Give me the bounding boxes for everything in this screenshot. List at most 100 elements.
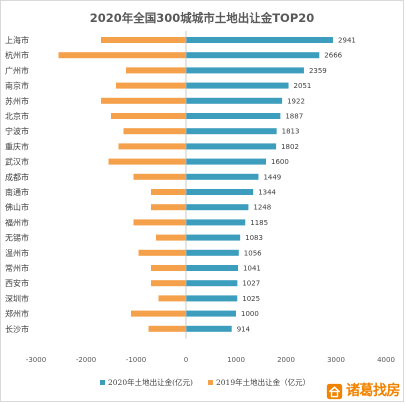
legend: 2020年土地出让金(亿元) 2019年土地出让金（亿元） <box>100 377 310 387</box>
x-tick-4: 1000 <box>227 356 245 364</box>
bar-2020-6 <box>186 128 277 135</box>
x-axis-ticks: -3000 -2000 -1000 0 1000 2000 3000 4000 <box>26 356 395 364</box>
bar-2020-19 <box>186 325 232 332</box>
value-label-9: 1449 <box>263 173 281 181</box>
category-label-15: 常州市 <box>5 263 29 273</box>
bar-2020-1 <box>186 52 320 59</box>
category-label-2: 广州市 <box>5 65 29 75</box>
bar-2020-16 <box>186 280 238 287</box>
bar-2019-1 <box>58 52 186 59</box>
legend-label-0: 2020年土地出让金(亿元) <box>108 377 193 387</box>
bar-2019-2 <box>126 67 186 74</box>
bar-2019-3 <box>116 82 186 89</box>
category-label-16: 西安市 <box>5 278 29 288</box>
bar-2019-16 <box>151 280 186 287</box>
value-labels: 2941 2666 2359 2051 1922 1887 1813 1802 1600 1449… <box>237 37 356 334</box>
value-label-19: 914 <box>237 325 251 333</box>
bar-2020-4 <box>186 97 283 104</box>
value-label-3: 2051 <box>294 82 312 90</box>
bar-2019-17 <box>158 295 186 302</box>
bar-2020-11 <box>186 204 249 211</box>
bar-2020-7 <box>186 143 277 150</box>
brand-watermark: 诸葛找房 <box>326 383 401 400</box>
category-label-13: 无锡市 <box>5 233 29 243</box>
bar-2019-14 <box>138 249 186 256</box>
value-label-12: 1185 <box>250 219 268 227</box>
category-label-18: 郑州市 <box>5 309 29 319</box>
category-label-8: 武汉市 <box>5 157 29 167</box>
value-label-6: 1813 <box>282 128 300 136</box>
x-tick-6: 3000 <box>327 356 345 364</box>
category-label-17: 深圳市 <box>5 293 29 303</box>
bar-2020-15 <box>186 265 239 271</box>
bar-2019-11 <box>151 204 186 211</box>
x-tick-1: -2000 <box>76 356 96 364</box>
bar-2020-10 <box>186 189 254 195</box>
bar-2019-7 <box>118 143 186 150</box>
value-label-13: 1083 <box>245 234 263 242</box>
bar-2019-10 <box>151 189 186 195</box>
house-logo-icon <box>326 383 343 400</box>
bar-2019-8 <box>108 158 186 165</box>
bar-2020-9 <box>186 173 259 180</box>
category-label-10: 南通市 <box>5 187 29 197</box>
value-label-16: 1027 <box>242 280 260 288</box>
bar-2019-13 <box>156 234 186 241</box>
category-label-3: 南京市 <box>5 81 29 91</box>
chart-title: 2020年全国300城城市土地出让金TOP20 <box>90 11 315 25</box>
bar-2019-12 <box>133 219 186 226</box>
category-label-19: 长沙市 <box>5 324 29 334</box>
category-label-9: 成都市 <box>5 172 29 182</box>
category-label-12: 福州市 <box>5 217 29 227</box>
x-tick-3: 0 <box>184 356 188 364</box>
bar-2020-12 <box>186 219 246 226</box>
bar-2019-4 <box>101 97 186 104</box>
category-label-14: 温州市 <box>5 248 29 258</box>
value-label-5: 1887 <box>285 113 303 121</box>
bar-2020-3 <box>186 82 289 89</box>
value-label-1: 2666 <box>324 52 342 60</box>
bars-group <box>58 37 334 332</box>
bar-2020-17 <box>186 295 238 302</box>
x-tick-2: -1000 <box>126 356 146 364</box>
category-labels: 上海市杭州市广州市南京市苏州市北京市宁波市重庆市武汉市成都市南通市佛山市福州市无… <box>5 35 29 334</box>
category-label-7: 重庆市 <box>5 141 29 151</box>
bar-2020-14 <box>186 249 239 256</box>
value-label-18: 1000 <box>241 310 259 318</box>
bar-2019-0 <box>101 37 186 43</box>
value-label-2: 2359 <box>309 67 327 75</box>
legend-label-1: 2019年土地出让金（亿元） <box>216 377 310 387</box>
category-label-6: 宁波市 <box>5 126 29 136</box>
value-label-4: 1922 <box>287 97 305 105</box>
legend-swatch-1 <box>208 380 213 385</box>
bar-2020-5 <box>186 113 281 119</box>
value-label-8: 1600 <box>271 158 289 166</box>
category-label-4: 苏州市 <box>5 96 29 106</box>
category-label-1: 杭州市 <box>5 50 29 60</box>
bar-2020-0 <box>186 37 334 43</box>
x-tick-0: -3000 <box>26 356 46 364</box>
x-tick-7: 4000 <box>377 356 395 364</box>
bar-2020-2 <box>186 67 304 74</box>
bar-2020-13 <box>186 234 241 241</box>
bar-2020-18 <box>186 310 236 317</box>
category-label-5: 北京市 <box>5 111 29 121</box>
bar-2020-8 <box>186 158 266 165</box>
x-tick-5: 2000 <box>277 356 295 364</box>
category-label-0: 上海市 <box>5 35 29 45</box>
value-label-7: 1802 <box>281 143 299 151</box>
value-label-0: 2941 <box>338 37 356 45</box>
bar-2019-15 <box>151 265 186 271</box>
bar-2019-19 <box>148 325 186 332</box>
value-label-14: 1056 <box>244 249 262 257</box>
category-label-11: 佛山市 <box>5 202 29 212</box>
legend-swatch-0 <box>100 380 105 385</box>
bar-2019-9 <box>133 173 186 180</box>
bar-2019-18 <box>131 310 186 317</box>
value-label-15: 1041 <box>243 265 261 273</box>
value-label-10: 1344 <box>258 189 276 197</box>
bar-2019-5 <box>111 113 186 119</box>
value-label-17: 1025 <box>242 295 260 303</box>
